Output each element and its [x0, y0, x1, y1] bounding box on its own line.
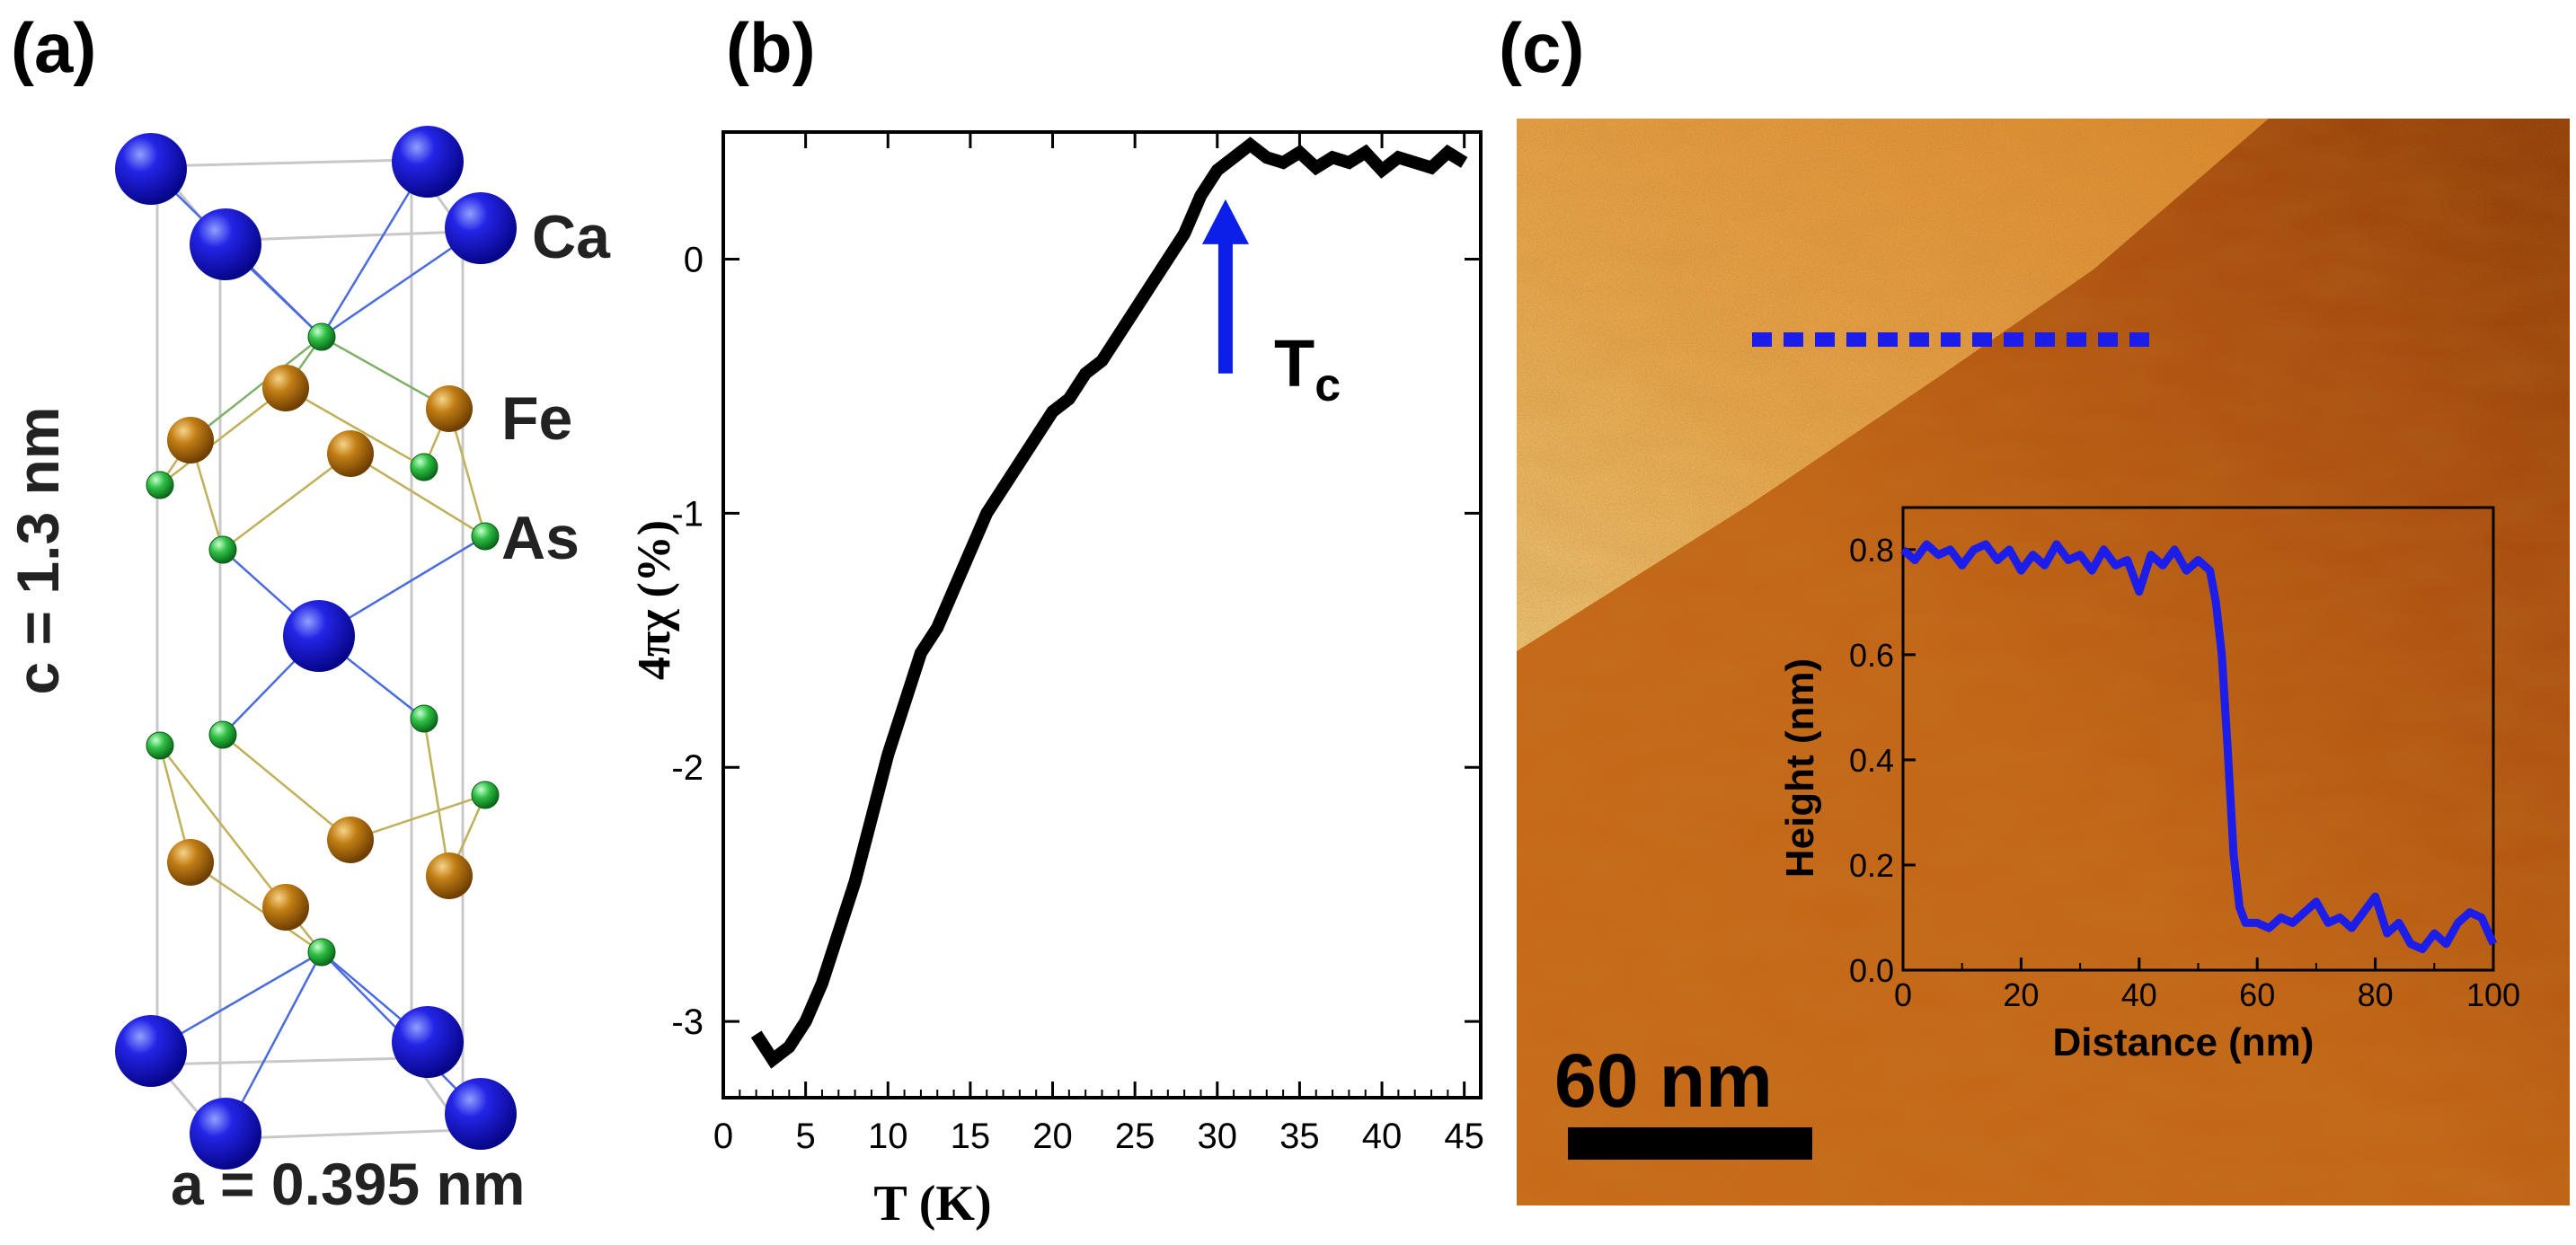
as-atom — [307, 322, 336, 351]
as-atom — [146, 471, 174, 499]
inset-y-tick-label: 0.4 — [1849, 742, 1894, 779]
crystal-structure — [115, 126, 517, 1170]
ca-atom — [392, 126, 464, 198]
inset-x-tick-label: 20 — [2003, 976, 2039, 1013]
as-atom — [146, 731, 174, 760]
as-atom — [208, 720, 237, 749]
as-atom — [410, 453, 438, 481]
cell-edge-top — [156, 158, 412, 168]
as-atom-label: As — [501, 504, 580, 572]
inset-x-tick-label: 0 — [1894, 976, 1912, 1013]
fe-atom — [327, 430, 374, 477]
inset-y-tick-label: 0.2 — [1849, 847, 1894, 884]
a-lattice-parameter: a = 0.395 nm — [171, 1151, 526, 1217]
bond — [350, 793, 486, 842]
ca-atom — [190, 1098, 261, 1170]
as-atom — [471, 781, 500, 809]
bond — [190, 861, 323, 954]
fe-atom — [262, 365, 309, 411]
inset-x-tick-label: 100 — [2466, 976, 2520, 1013]
inset-x-tick-label: 60 — [2239, 976, 2275, 1013]
ca-atom — [115, 1015, 187, 1087]
fe-atom — [167, 417, 214, 464]
ca-atom — [283, 600, 355, 672]
fe-atom — [426, 852, 473, 899]
scale-bar-label: 60 nm — [1554, 1038, 1773, 1123]
fe-atom — [262, 884, 309, 931]
fe-atom — [167, 839, 214, 886]
bond — [350, 452, 486, 538]
scale-bar — [1568, 1127, 1812, 1160]
panel-label-c: (c) — [1499, 8, 1585, 87]
height-profile-line — [1900, 540, 2498, 954]
fe-atom — [327, 817, 374, 863]
panel-label-b: (b) — [726, 8, 816, 87]
fe-atom — [426, 385, 473, 432]
as-atom — [471, 522, 500, 551]
bond — [422, 718, 451, 877]
bond — [321, 335, 450, 411]
inset-y-tick-label: 0.0 — [1849, 952, 1894, 989]
as-atom — [208, 535, 237, 564]
inset-y-tick-label: 0.6 — [1849, 637, 1894, 674]
panel-label-a: (a) — [11, 8, 97, 87]
inset-y-tick-label: 0.8 — [1849, 532, 1894, 569]
bond — [159, 745, 287, 908]
inset-y-axis-label: Height (nm) — [1778, 658, 1822, 878]
bond — [222, 734, 351, 841]
ca-atom — [445, 192, 517, 264]
ca-atom — [115, 133, 187, 205]
inset-x-axis-label: Distance (nm) — [2053, 1020, 2315, 1064]
bond — [159, 387, 287, 486]
cell-edge-bottom — [156, 1056, 412, 1066]
bond — [190, 336, 323, 441]
bond — [285, 386, 425, 469]
as-atom — [410, 704, 438, 733]
inset-x-tick-label: 80 — [2358, 976, 2394, 1013]
ca-atom-label: Ca — [532, 203, 610, 271]
fe-atom-label: Fe — [501, 384, 573, 453]
as-atom — [307, 938, 336, 967]
bond — [222, 453, 351, 551]
inset-x-tick-label: 40 — [2121, 976, 2157, 1013]
ca-atom — [392, 1006, 464, 1078]
ca-atom — [190, 208, 261, 280]
ca-atom — [445, 1078, 517, 1150]
